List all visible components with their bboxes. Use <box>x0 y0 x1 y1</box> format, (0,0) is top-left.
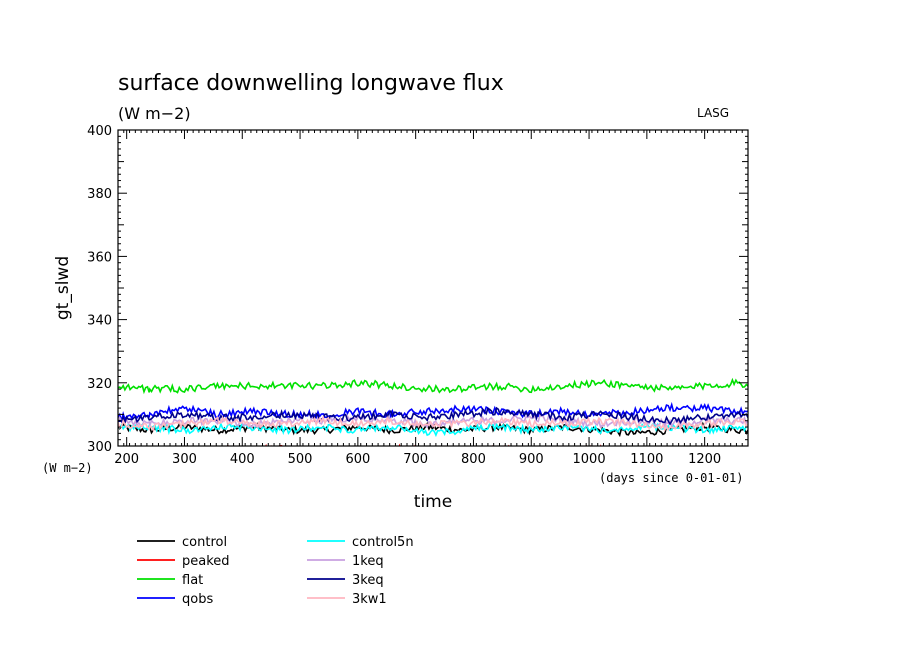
x-tick-label: 900 <box>519 452 544 467</box>
series-line-control <box>118 421 748 438</box>
y-unit-label: (W m−2) <box>42 461 93 475</box>
x-unit-label: (days since 0-01-01) <box>599 471 744 485</box>
x-tick-label: 400 <box>230 452 255 467</box>
legend: control peaked flat qobs control5n 1keq 3keq 3k… <box>137 535 414 607</box>
legend-label-3keq: 3keq <box>352 573 384 588</box>
x-tick-label: 600 <box>345 452 370 467</box>
x-tick-label: 1100 <box>630 452 663 467</box>
x-axis-label: time <box>414 492 452 512</box>
legend-label-control5n: control5n <box>352 535 414 550</box>
y-axis-label: gt_slwd <box>53 256 73 320</box>
x-tick-label: 1200 <box>688 452 721 467</box>
legend-label-control: control <box>182 535 227 550</box>
y-tick-label: 300 <box>87 440 112 455</box>
y-axis: 300 320 340 360 380 400 <box>87 124 748 455</box>
x-tick-label: 700 <box>403 452 428 467</box>
x-tick-label: 800 <box>461 452 486 467</box>
x-axis: 200 300 400 500 600 700 800 900 1000 1100 1200 <box>114 130 749 467</box>
series-line-flat <box>118 377 748 395</box>
legend-label-1keq: 1keq <box>352 554 384 569</box>
legend-label-flat: flat <box>182 573 203 588</box>
series-layer <box>118 377 748 446</box>
x-tick-label: 200 <box>114 452 139 467</box>
x-tick-label: 300 <box>172 452 197 467</box>
chart-title: surface downwelling longwave flux <box>118 71 504 96</box>
series-line-3kw1 <box>118 415 748 433</box>
y-tick-label: 380 <box>87 187 112 202</box>
series-line-qobs <box>118 401 748 424</box>
corner-label: LASG <box>697 106 729 120</box>
x-tick-label: 1000 <box>573 452 606 467</box>
x-tick-label: 500 <box>288 452 313 467</box>
y-tick-label: 360 <box>87 250 112 265</box>
y-tick-label: 340 <box>87 314 112 329</box>
y-tick-label: 400 <box>87 124 112 139</box>
plot-frame <box>117 129 749 447</box>
legend-label-peaked: peaked <box>182 554 230 569</box>
legend-label-qobs: qobs <box>182 592 213 607</box>
y-tick-label: 320 <box>87 377 112 392</box>
chart-subtitle: (W m−2) <box>118 104 191 123</box>
legend-label-3kw1: 3kw1 <box>352 592 387 607</box>
